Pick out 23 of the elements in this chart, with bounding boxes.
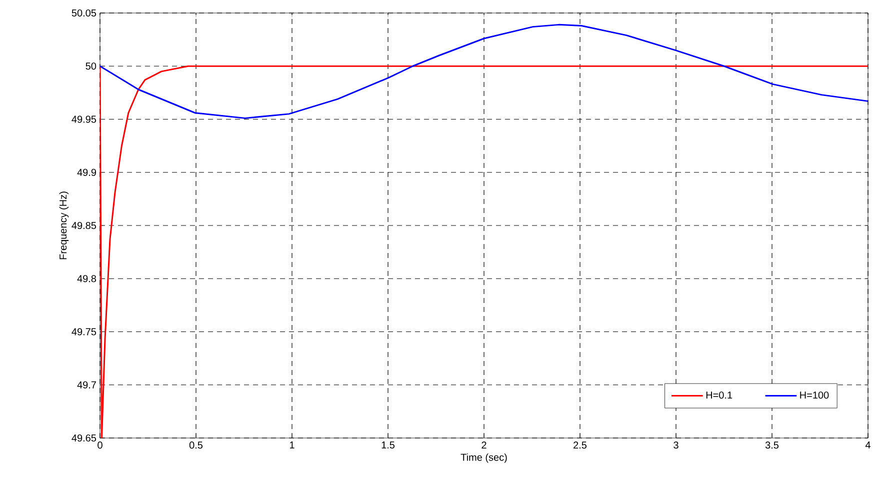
line-series [100, 24, 868, 119]
x-tick-label: 0.5 [189, 442, 203, 449]
legend-label: H=100 [800, 392, 829, 399]
x-tick-label: 3 [674, 442, 678, 449]
y-tick-label: 49.8 [77, 275, 96, 282]
x-tick-label: 2 [482, 442, 486, 449]
x-tick-label: 3.5 [765, 442, 779, 449]
y-tick-label: 50.05 [72, 9, 96, 17]
y-tick-label: 49.75 [72, 328, 96, 336]
x-tick-label: 1 [290, 442, 294, 448]
y-tick-label: 49.85 [72, 222, 96, 230]
x-axis-title: Time (sec) [460, 453, 507, 463]
x-tick-label: 4 [865, 442, 870, 448]
y-tick-label: 49.9 [77, 168, 96, 176]
y-tick-label: 49.65 [72, 434, 96, 442]
x-tick-label: 1.5 [382, 442, 395, 449]
y-tick-label: 49.7 [77, 381, 96, 388]
legend-label: H=0.1 [706, 392, 732, 399]
y-axis-title: Frequency (Hz) [59, 192, 69, 260]
y-tick-label: 49.95 [72, 116, 96, 123]
x-tick-label: 0 [98, 442, 102, 449]
y-tick-label: 50 [86, 62, 96, 70]
x-tick-label: 2.5 [574, 442, 587, 449]
